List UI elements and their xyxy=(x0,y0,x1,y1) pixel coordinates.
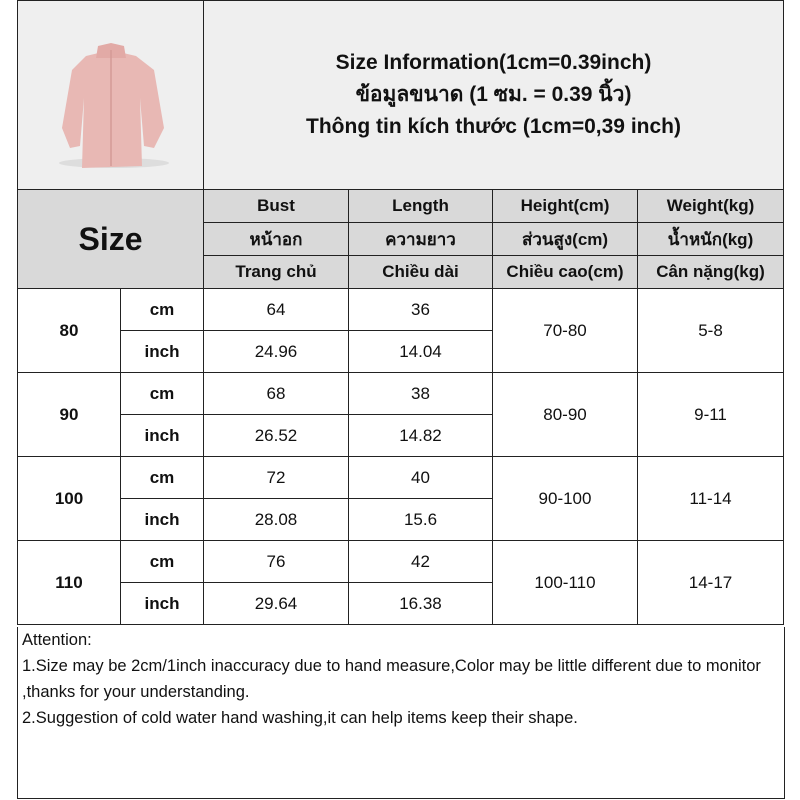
table-row: inch 29.64 16.38 xyxy=(18,582,784,625)
bust-cm: 76 xyxy=(203,540,349,583)
attention-note-2: 2.Suggestion of cold water hand washing,… xyxy=(22,709,578,727)
length-inch: 16.38 xyxy=(348,582,493,625)
table-row: inch 28.08 15.6 xyxy=(18,498,784,541)
length-cm: 42 xyxy=(348,540,493,583)
size-information-title: Size Information(1cm=0.39inch) ข้อมูลขนา… xyxy=(202,0,785,190)
header-weight-thai: น้ำหนัก(kg) xyxy=(636,222,785,256)
weight-range: 9-11 xyxy=(636,372,785,457)
unit-label: cm xyxy=(120,288,204,331)
weight-range: 11-14 xyxy=(636,456,785,541)
size-value: 90 xyxy=(17,372,121,457)
header-bust-thai: หน้าอก xyxy=(203,222,349,256)
header-height-thai: ส่วนสูง(cm) xyxy=(492,222,638,256)
weight-range: 5-8 xyxy=(636,288,785,373)
unit-label: inch xyxy=(120,414,204,457)
unit-label: inch xyxy=(120,582,204,625)
jacket-icon xyxy=(58,42,169,168)
header-bust-vi: Trang chủ xyxy=(203,255,349,289)
unit-label: cm xyxy=(120,540,204,583)
header-length-vi: Chiều dài xyxy=(348,255,493,289)
bust-cm: 68 xyxy=(203,372,349,415)
length-inch: 14.04 xyxy=(348,330,493,373)
bust-inch: 28.08 xyxy=(203,498,349,541)
table-row: inch 26.52 14.82 xyxy=(18,414,784,457)
title-english: Size Information(1cm=0.39inch) xyxy=(335,51,652,74)
header-bust: Bust xyxy=(203,189,349,223)
height-range: 70-80 xyxy=(492,288,638,373)
product-image xyxy=(17,0,204,190)
table-row: inch 24.96 14.04 xyxy=(18,330,784,373)
length-inch: 14.82 xyxy=(348,414,493,457)
header-weight-vi: Cân nặng(kg) xyxy=(636,255,785,289)
bust-inch: 29.64 xyxy=(203,582,349,625)
bust-inch: 24.96 xyxy=(203,330,349,373)
unit-label: inch xyxy=(120,498,204,541)
size-value: 110 xyxy=(17,540,121,625)
size-value: 100 xyxy=(17,456,121,541)
unit-label: inch xyxy=(120,330,204,373)
table-row: 80 cm 64 36 70-80 5-8 xyxy=(17,288,785,373)
size-value: 80 xyxy=(17,288,121,373)
bust-cm: 72 xyxy=(203,456,349,499)
title-vietnamese: Thông tin kích thước (1cm=0,39 inch) xyxy=(306,115,681,138)
weight-range: 14-17 xyxy=(636,540,785,625)
header-length-thai: ความยาว xyxy=(348,222,493,256)
attention-heading: Attention: xyxy=(22,631,92,649)
table-row: 100 cm 72 40 90-100 11-14 xyxy=(17,456,785,541)
unit-label: cm xyxy=(120,456,204,499)
header-length: Length xyxy=(348,189,493,223)
length-cm: 40 xyxy=(348,456,493,499)
length-cm: 36 xyxy=(348,288,493,331)
table-row: 90 cm 68 38 80-90 9-11 xyxy=(17,372,785,457)
size-header: Size xyxy=(17,189,204,289)
height-range: 100-110 xyxy=(492,540,638,625)
height-range: 80-90 xyxy=(492,372,638,457)
title-thai: ข้อมูลขนาด (1 ซม. = 0.39 นิ้ว) xyxy=(355,83,632,106)
size-chart-table: Size Information(1cm=0.39inch) ข้อมูลขนา… xyxy=(17,0,785,625)
length-inch: 15.6 xyxy=(348,498,493,541)
unit-label: cm xyxy=(120,372,204,415)
length-cm: 38 xyxy=(348,372,493,415)
header-weight: Weight(kg) xyxy=(636,189,785,223)
height-range: 90-100 xyxy=(492,456,638,541)
table-row: 110 cm 76 42 100-110 14-17 xyxy=(17,540,785,625)
attention-notes: Attention: 1.Size may be 2cm/1inch inacc… xyxy=(17,627,785,799)
header-height-vi: Chiều cao(cm) xyxy=(492,255,638,289)
header-height: Height(cm) xyxy=(492,189,638,223)
attention-note-1: 1.Size may be 2cm/1inch inaccuracy due t… xyxy=(22,657,761,701)
bust-inch: 26.52 xyxy=(203,414,349,457)
bust-cm: 64 xyxy=(203,288,349,331)
